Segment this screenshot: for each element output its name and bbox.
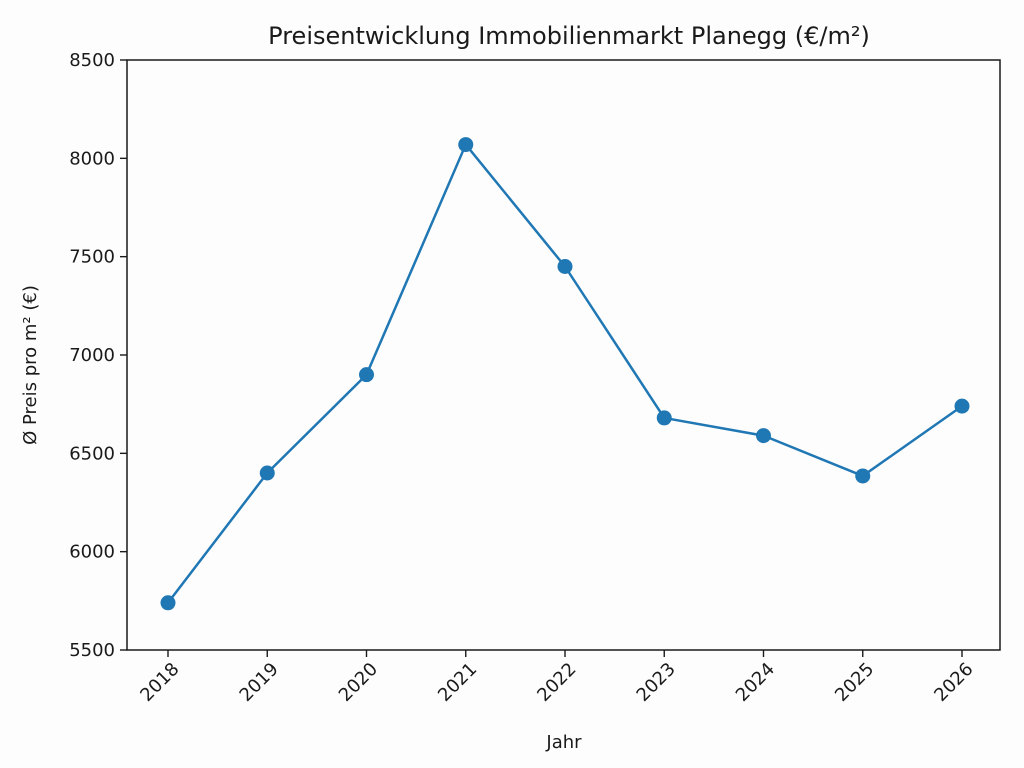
data-point: [855, 468, 871, 484]
data-point: [656, 410, 672, 426]
data-point: [160, 595, 176, 611]
x-tick-label: 2024: [732, 659, 779, 706]
data-point: [954, 398, 970, 414]
x-tick-label: 2021: [434, 659, 481, 706]
data-point: [756, 428, 771, 444]
y-tick-label: 7000: [69, 345, 115, 366]
y-tick-label: 7500: [69, 247, 115, 268]
x-axis-label: Jahr: [545, 732, 582, 753]
data-point: [259, 465, 275, 481]
chart-title: Preisentwicklung Immobilienmarkt Planegg…: [268, 22, 870, 50]
x-tick-label: 2020: [335, 659, 382, 706]
y-tick-label: 8500: [69, 50, 115, 71]
y-tick-label: 8000: [69, 148, 115, 169]
data-point: [458, 137, 474, 153]
y-axis: 5500 6000 6500 7000 7500 8000 8500: [69, 50, 127, 661]
x-tick-label: 2018: [136, 659, 183, 706]
y-axis-label: Ø Preis pro m² (€): [20, 285, 41, 445]
x-axis: 2018 2019 2020 2021 2022 2023 2024 2025 2026: [136, 650, 978, 706]
y-tick-label: 6000: [69, 542, 115, 563]
plot-area: [126, 59, 1001, 651]
x-tick-label: 2025: [831, 659, 878, 706]
series-line: [167, 143, 963, 604]
series-layer: [160, 137, 970, 611]
x-tick-label: 2026: [930, 659, 977, 706]
data-point: [557, 259, 573, 274]
data-point: [359, 367, 374, 383]
x-tick-label: 2023: [633, 659, 680, 706]
y-tick-label: 6500: [69, 443, 115, 464]
y-tick-label: 5500: [69, 640, 115, 661]
x-tick-label: 2019: [236, 659, 283, 706]
x-tick-label: 2022: [533, 659, 580, 706]
